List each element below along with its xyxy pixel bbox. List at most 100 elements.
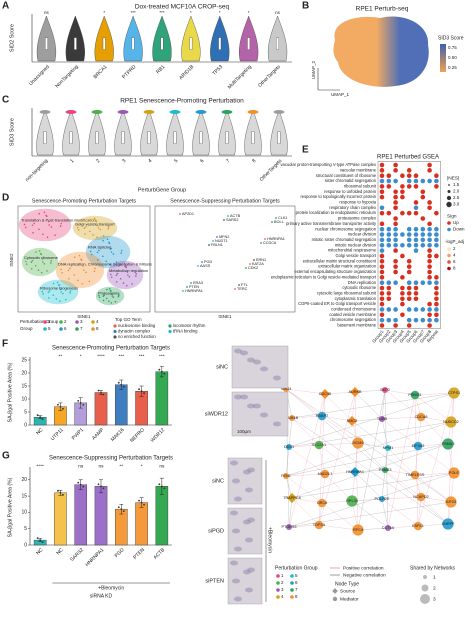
replicate [102, 487, 105, 490]
point [102, 295, 105, 297]
point [92, 234, 94, 236]
legend-label: Negative correlation [343, 572, 386, 578]
y-axis-label: SID3 Score [9, 118, 15, 146]
gene-point [201, 261, 203, 263]
dot [393, 216, 398, 221]
dot [400, 184, 405, 189]
point [99, 228, 102, 231]
edge [285, 443, 449, 477]
dot [434, 173, 439, 178]
node-label: PSMA2 [442, 442, 455, 446]
edge [384, 469, 422, 498]
dot [427, 264, 432, 269]
node-label: MCM6 [352, 441, 363, 445]
term-label: mitochondrial respirasome [328, 248, 377, 253]
node-source [320, 389, 330, 399]
legend-swatch [447, 260, 451, 264]
significance: * [103, 10, 105, 15]
dot [427, 178, 432, 184]
point [48, 224, 50, 226]
replicate [79, 402, 82, 404]
umap-cloud [333, 16, 429, 87]
node-label: SMC4 [281, 387, 292, 391]
violin-top [91, 110, 103, 114]
gene-label: SARS2 [226, 218, 238, 222]
x-tick-label: 2 [95, 158, 101, 164]
dot [386, 178, 392, 184]
y-tick-label: 5 [24, 409, 27, 415]
significance: * [219, 10, 221, 15]
gene-label: AASS [200, 264, 211, 268]
term-label: coated vesicle membrane [329, 312, 376, 317]
point [69, 292, 71, 294]
dot [420, 216, 426, 221]
edge [291, 417, 449, 525]
point [122, 282, 125, 284]
point [93, 217, 96, 220]
dot [413, 205, 419, 211]
edge [288, 524, 320, 528]
edge [291, 497, 323, 504]
legend-swatch [59, 327, 63, 331]
panel-letter: E [302, 145, 309, 156]
node-label: SLC2A1 [312, 443, 326, 447]
cluster [18, 208, 72, 242]
legend-swatch [276, 574, 280, 578]
y-tick-label: 15 [21, 493, 27, 499]
edge [417, 416, 422, 447]
legend-swatch [332, 588, 338, 594]
dot [400, 194, 405, 200]
box [131, 37, 135, 50]
dot [393, 162, 398, 168]
plot-frame [17, 205, 151, 313]
node-label: EIF4A3 [412, 444, 425, 448]
node [448, 387, 460, 399]
panel-letter: D [2, 193, 9, 204]
legend-label: 3 [281, 587, 284, 592]
legend-swatch [168, 329, 172, 334]
x-axis-label: UMAP_1 [331, 92, 350, 97]
legend-swatch [420, 594, 430, 604]
dot [413, 291, 419, 296]
dot [393, 168, 398, 173]
point [98, 296, 101, 299]
point [88, 280, 91, 283]
point [64, 298, 67, 301]
point [111, 293, 113, 295]
dot [386, 184, 392, 189]
legend-swatch [447, 266, 451, 271]
node-source [347, 416, 357, 426]
edge [324, 393, 353, 422]
edge [357, 442, 386, 471]
dot [413, 280, 419, 286]
node [410, 390, 420, 400]
x-axis-label: tSNE1 [218, 314, 232, 319]
point [97, 227, 100, 229]
point [43, 263, 46, 265]
dot [434, 312, 439, 318]
box [218, 37, 222, 50]
point [46, 236, 49, 239]
node-label: TOP2A [313, 523, 326, 527]
gene-point [197, 265, 199, 267]
node [445, 416, 457, 428]
bar [54, 492, 67, 546]
legend-label: 7 [80, 326, 83, 331]
point [115, 261, 118, 263]
cell [253, 359, 261, 365]
replicate [140, 501, 143, 504]
term-label: extracellular matrix structural constitu… [303, 258, 377, 263]
point [59, 300, 61, 302]
dot [400, 232, 405, 237]
dot [400, 173, 405, 178]
legend-swatch [91, 327, 95, 331]
chart-title: Senescence-Suppressing Perturbation Targ… [170, 198, 280, 204]
significance: ns [78, 464, 84, 469]
legend-label: tRNA binding [173, 329, 198, 334]
dot [379, 194, 385, 200]
point [47, 291, 50, 293]
legend-label: 6 [64, 326, 67, 331]
dot [379, 301, 385, 307]
replicate [138, 388, 140, 391]
node [448, 467, 460, 479]
